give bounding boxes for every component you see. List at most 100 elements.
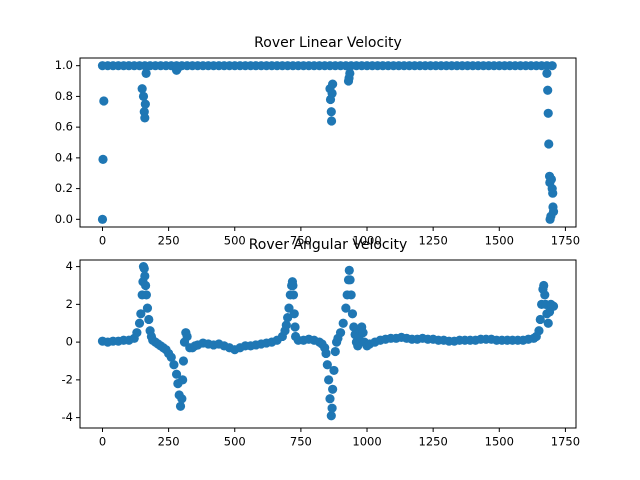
point: [99, 96, 109, 106]
x-tick-label: 250: [158, 234, 180, 248]
point: [97, 214, 108, 224]
points: [97, 61, 559, 224]
point: [330, 346, 340, 357]
x-tick-label: 500: [224, 435, 246, 449]
point: [182, 331, 192, 342]
point: [326, 411, 336, 421]
point: [548, 207, 559, 217]
point: [335, 328, 346, 338]
chart-title: Rover Linear Velocity: [254, 35, 402, 51]
point: [543, 108, 553, 118]
point: [281, 320, 291, 330]
point: [325, 394, 335, 404]
point: [142, 303, 153, 313]
x-tick-label: 1000: [352, 435, 381, 449]
point: [328, 384, 338, 394]
point: [535, 314, 545, 325]
point: [326, 116, 337, 126]
y-tick-label: -2: [62, 372, 73, 386]
point: [539, 280, 549, 291]
point: [177, 394, 187, 404]
point: [166, 352, 176, 362]
point: [134, 318, 145, 328]
axes-frame: [79, 57, 577, 228]
point: [141, 280, 151, 291]
point: [540, 290, 550, 300]
chart-title: Rover Angular Velocity: [249, 237, 408, 253]
point: [548, 301, 559, 311]
point: [172, 64, 182, 74]
point: [140, 113, 150, 123]
point: [546, 174, 556, 184]
x-tick-label: 1500: [485, 435, 514, 449]
point: [140, 271, 150, 281]
x-tick-label: 1000: [352, 234, 381, 248]
point: [140, 99, 150, 109]
point: [139, 263, 149, 274]
y-tick-label: 0: [66, 335, 73, 349]
point: [178, 375, 188, 385]
y-tick-label: -4: [62, 410, 73, 424]
point: [534, 326, 544, 336]
point: [543, 85, 553, 95]
point: [548, 188, 558, 198]
point: [132, 328, 142, 338]
point: [288, 290, 299, 300]
y-tick-label: 0.0: [55, 212, 73, 226]
point: [178, 356, 189, 366]
point: [289, 309, 299, 319]
point: [344, 265, 354, 275]
x-tick-label: 0: [99, 234, 106, 248]
x-tick-label: 0: [99, 435, 106, 449]
point: [345, 68, 355, 78]
point: [328, 79, 338, 89]
axes-frame: [79, 259, 577, 429]
y-tick-label: 0.8: [55, 89, 73, 103]
x-tick-label: 1500: [485, 234, 514, 248]
x-tick-label: 1250: [419, 234, 448, 248]
point: [345, 275, 355, 285]
point: [542, 68, 552, 78]
y-tick-label: 2: [66, 297, 73, 311]
points: [97, 262, 559, 421]
point: [543, 318, 553, 328]
point: [329, 365, 339, 376]
point: [175, 401, 186, 411]
point: [290, 322, 300, 332]
point: [288, 280, 298, 291]
point: [341, 303, 351, 313]
point: [327, 403, 337, 413]
point: [547, 61, 557, 71]
point: [347, 309, 358, 319]
point: [138, 91, 149, 102]
point: [144, 314, 154, 325]
point: [358, 328, 368, 338]
point: [141, 290, 151, 300]
point: [327, 88, 337, 98]
point: [136, 309, 146, 319]
y-tick-label: 0.6: [55, 120, 73, 134]
x-tick-label: 250: [158, 435, 180, 449]
y-tick-label: 0.4: [55, 150, 73, 164]
x-tick-label: 1250: [419, 435, 448, 449]
x-tick-label: 1750: [551, 234, 580, 248]
point: [324, 375, 334, 385]
y-tick-label: 1.0: [55, 58, 73, 72]
point: [321, 348, 331, 359]
point: [171, 369, 182, 379]
point: [326, 107, 336, 117]
point: [169, 360, 179, 370]
x-tick-label: 750: [290, 234, 312, 248]
y-tick-label: 0.2: [55, 181, 73, 195]
point: [141, 68, 151, 78]
point: [137, 84, 147, 94]
x-tick-label: 500: [224, 234, 246, 248]
point: [98, 154, 108, 164]
point: [338, 318, 348, 328]
point: [322, 360, 332, 370]
x-tick-label: 1750: [551, 435, 580, 449]
point: [544, 139, 554, 149]
x-tick-label: 750: [290, 435, 312, 449]
point: [346, 290, 356, 300]
